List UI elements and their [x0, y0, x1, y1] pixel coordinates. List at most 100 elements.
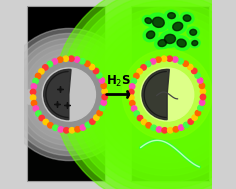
- Circle shape: [141, 119, 147, 125]
- Circle shape: [131, 59, 203, 130]
- Ellipse shape: [190, 29, 197, 35]
- Circle shape: [188, 64, 193, 70]
- Circle shape: [80, 7, 236, 182]
- FancyBboxPatch shape: [131, 104, 209, 181]
- Circle shape: [195, 73, 200, 78]
- Circle shape: [122, 50, 212, 139]
- Circle shape: [198, 78, 203, 83]
- Circle shape: [134, 73, 139, 79]
- Circle shape: [43, 119, 48, 125]
- Circle shape: [131, 106, 137, 111]
- Circle shape: [85, 61, 90, 66]
- Circle shape: [13, 39, 125, 150]
- Circle shape: [99, 78, 105, 83]
- Ellipse shape: [187, 27, 199, 38]
- Circle shape: [137, 115, 143, 121]
- Circle shape: [53, 125, 58, 130]
- Circle shape: [35, 73, 41, 79]
- Circle shape: [69, 128, 75, 133]
- Circle shape: [64, 128, 69, 133]
- Circle shape: [168, 128, 173, 133]
- Circle shape: [69, 56, 74, 61]
- Circle shape: [178, 125, 184, 130]
- Ellipse shape: [173, 36, 190, 50]
- Circle shape: [200, 89, 206, 94]
- Circle shape: [105, 33, 229, 156]
- Ellipse shape: [155, 37, 170, 50]
- FancyBboxPatch shape: [131, 6, 209, 89]
- Circle shape: [112, 39, 223, 150]
- Circle shape: [134, 111, 139, 116]
- Circle shape: [3, 28, 135, 161]
- Circle shape: [178, 59, 183, 64]
- Circle shape: [199, 100, 205, 105]
- Circle shape: [97, 110, 102, 116]
- Ellipse shape: [187, 36, 203, 50]
- Circle shape: [60, 0, 236, 189]
- Circle shape: [74, 57, 80, 62]
- Circle shape: [86, 13, 236, 176]
- Circle shape: [192, 68, 197, 74]
- Circle shape: [198, 105, 203, 111]
- Circle shape: [85, 122, 91, 128]
- Circle shape: [94, 115, 99, 120]
- Circle shape: [48, 123, 53, 128]
- Circle shape: [167, 56, 172, 61]
- Ellipse shape: [151, 34, 174, 53]
- Circle shape: [129, 89, 134, 95]
- Text: H$_2$S: H$_2$S: [106, 74, 131, 89]
- Circle shape: [58, 57, 63, 62]
- Circle shape: [130, 101, 135, 106]
- Ellipse shape: [164, 10, 178, 21]
- Circle shape: [54, 0, 236, 189]
- Circle shape: [47, 61, 53, 67]
- Circle shape: [43, 65, 48, 70]
- Ellipse shape: [169, 19, 187, 34]
- Circle shape: [141, 68, 194, 121]
- Circle shape: [195, 110, 201, 116]
- Circle shape: [42, 68, 95, 121]
- Circle shape: [31, 84, 37, 89]
- Ellipse shape: [152, 17, 164, 27]
- Circle shape: [131, 78, 137, 84]
- Circle shape: [8, 33, 130, 156]
- Ellipse shape: [177, 9, 198, 27]
- Circle shape: [102, 89, 107, 94]
- Ellipse shape: [169, 32, 194, 54]
- Ellipse shape: [147, 31, 155, 39]
- Circle shape: [99, 105, 105, 111]
- Ellipse shape: [180, 12, 194, 24]
- Ellipse shape: [160, 31, 180, 47]
- Ellipse shape: [192, 41, 198, 46]
- Wedge shape: [142, 69, 169, 120]
- Circle shape: [31, 101, 37, 106]
- Circle shape: [101, 100, 106, 105]
- Ellipse shape: [142, 8, 174, 36]
- Circle shape: [192, 115, 197, 120]
- Circle shape: [183, 61, 188, 66]
- Circle shape: [30, 95, 36, 100]
- Ellipse shape: [139, 24, 162, 45]
- Circle shape: [156, 57, 161, 62]
- Circle shape: [89, 64, 95, 70]
- Circle shape: [99, 26, 235, 163]
- Ellipse shape: [164, 34, 176, 43]
- Ellipse shape: [158, 40, 166, 46]
- Circle shape: [33, 78, 38, 84]
- Circle shape: [52, 59, 58, 64]
- FancyBboxPatch shape: [27, 6, 105, 89]
- Circle shape: [97, 73, 102, 78]
- Circle shape: [63, 56, 68, 61]
- Circle shape: [73, 0, 236, 189]
- FancyBboxPatch shape: [27, 104, 105, 181]
- Circle shape: [145, 61, 151, 67]
- Circle shape: [93, 20, 236, 169]
- Circle shape: [188, 119, 193, 124]
- Ellipse shape: [189, 39, 200, 48]
- Circle shape: [93, 68, 99, 74]
- Circle shape: [33, 59, 105, 130]
- Circle shape: [58, 127, 63, 132]
- Ellipse shape: [168, 13, 175, 19]
- Circle shape: [150, 59, 156, 64]
- Circle shape: [90, 119, 95, 124]
